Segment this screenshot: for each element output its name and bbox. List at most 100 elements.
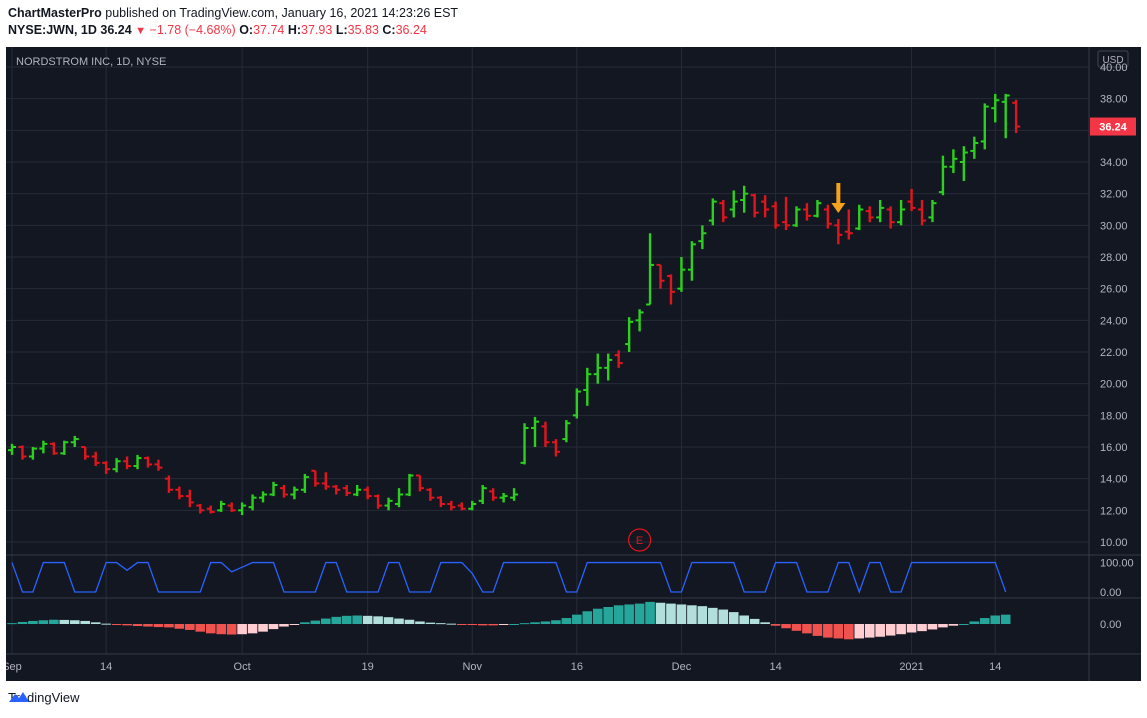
histogram-bar xyxy=(760,622,770,624)
histogram-bar xyxy=(446,623,457,625)
histogram-bar xyxy=(645,601,655,624)
histogram-bar xyxy=(467,624,478,625)
earnings-marker-label: E xyxy=(636,535,643,547)
histogram-bar xyxy=(352,615,362,624)
oscillator-tick-label: 100.00 xyxy=(1100,558,1134,570)
histogram-bar xyxy=(697,606,708,624)
histogram-bar xyxy=(875,624,885,637)
chart-title: NORDSTROM INC, 1D, NYSE xyxy=(16,56,166,68)
open-label: O: xyxy=(239,23,254,37)
histogram-bar xyxy=(247,624,258,634)
histogram-bar xyxy=(205,624,216,634)
author-name[interactable]: ChartMasterPro xyxy=(8,6,102,20)
time-tick-label: 14 xyxy=(769,661,781,673)
histogram-bar xyxy=(833,624,844,639)
price-tick-label: 26.00 xyxy=(1100,284,1128,296)
histogram-bar xyxy=(122,624,132,626)
time-tick-label: Oct xyxy=(234,661,251,673)
time-tick-label: 19 xyxy=(362,661,374,673)
time-tick-label: 14 xyxy=(100,661,112,673)
oscillator-tick-label: 0.00 xyxy=(1100,587,1121,599)
low-label: L: xyxy=(335,23,348,37)
histogram-bar xyxy=(791,624,802,631)
histogram-bar xyxy=(132,624,143,627)
symbol-label: NYSE:JWN, 1D xyxy=(8,23,97,37)
time-tick-label: 2021 xyxy=(899,661,923,673)
histogram-bar xyxy=(174,624,185,629)
histogram-bar xyxy=(708,607,718,624)
histogram-bar xyxy=(582,611,593,624)
histogram-bar xyxy=(592,608,603,624)
histogram-bar xyxy=(415,621,425,624)
histogram-bar xyxy=(38,620,49,624)
histogram-bar xyxy=(728,612,739,624)
histogram-bar xyxy=(498,624,509,625)
histogram-bar xyxy=(540,621,551,624)
histogram-bar xyxy=(885,624,896,636)
price-tick-label: 12.00 xyxy=(1100,505,1128,517)
price-tick-label: 10.00 xyxy=(1100,537,1128,549)
histogram-bar xyxy=(906,624,917,633)
histogram-bar xyxy=(530,622,540,624)
histogram-bar xyxy=(237,624,247,635)
tradingview-logo-icon xyxy=(9,692,29,702)
histogram-bar xyxy=(572,614,582,624)
histogram-bar xyxy=(519,623,530,625)
publish-header: ChartMasterPro published on TradingView.… xyxy=(8,5,458,21)
price-tick-label: 38.00 xyxy=(1100,94,1128,106)
histogram-bar xyxy=(666,603,676,624)
histogram-bar xyxy=(17,621,28,624)
histogram-bar xyxy=(488,624,498,626)
histogram-bar xyxy=(185,624,195,630)
currency-badge xyxy=(1097,50,1129,68)
histogram-bar xyxy=(603,607,614,624)
histogram-bar xyxy=(28,620,38,624)
histogram-bar xyxy=(990,615,1001,624)
open-value: 37.74 xyxy=(253,23,285,37)
histogram-bar xyxy=(341,615,352,624)
histogram-bar xyxy=(854,624,865,639)
time-tick-label: Nov xyxy=(462,661,482,673)
histogram-bar xyxy=(289,624,300,625)
histogram-bar xyxy=(896,624,906,635)
last-price: 36.24 xyxy=(100,23,132,37)
histogram-bar xyxy=(959,624,969,625)
histogram-bar xyxy=(394,618,404,624)
histogram-bar xyxy=(111,624,122,625)
histogram-bar xyxy=(718,609,729,624)
histogram-bar xyxy=(195,624,206,632)
histogram-bar xyxy=(864,624,875,638)
histogram-bar xyxy=(634,603,645,624)
histogram-bar xyxy=(551,620,561,624)
histogram-bar xyxy=(436,623,446,625)
ohlc-chart[interactable]: NORDSTROM INC, 1D, NYSEUSD40.0038.0036.0… xyxy=(6,47,1141,681)
histogram-bar xyxy=(812,624,823,636)
histogram-bar xyxy=(425,622,436,624)
low-value: 35.83 xyxy=(347,23,379,37)
histogram-bar xyxy=(383,617,394,624)
histogram-bar xyxy=(1000,614,1011,624)
histogram-bar xyxy=(948,624,959,626)
histogram-bar xyxy=(101,623,111,625)
price-tick-label: 18.00 xyxy=(1100,410,1128,422)
currency-label: USD xyxy=(1102,55,1123,66)
histogram-bar xyxy=(655,602,666,624)
price-tick-label: 20.00 xyxy=(1100,379,1128,391)
histogram-bar xyxy=(153,624,164,628)
histogram-bar xyxy=(979,618,990,624)
histogram-bar xyxy=(927,624,938,630)
high-label: H: xyxy=(287,23,302,37)
histogram-bar xyxy=(823,624,833,638)
histogram-bar xyxy=(844,624,854,640)
last-price-label: 36.24 xyxy=(1099,122,1127,134)
price-tick-label: 40.00 xyxy=(1100,62,1128,74)
histogram-bar xyxy=(969,621,980,624)
down-triangle-icon: ▼ xyxy=(135,25,147,37)
histogram-bar xyxy=(749,618,760,624)
chart-panel[interactable]: NORDSTROM INC, 1D, NYSEUSD40.0038.0036.0… xyxy=(6,47,1141,681)
histogram-bar xyxy=(938,624,948,628)
histogram-bar xyxy=(802,624,812,634)
histogram-tick-label: 0.00 xyxy=(1100,619,1121,631)
histogram-bar xyxy=(477,624,488,626)
histogram-bar xyxy=(321,618,331,624)
